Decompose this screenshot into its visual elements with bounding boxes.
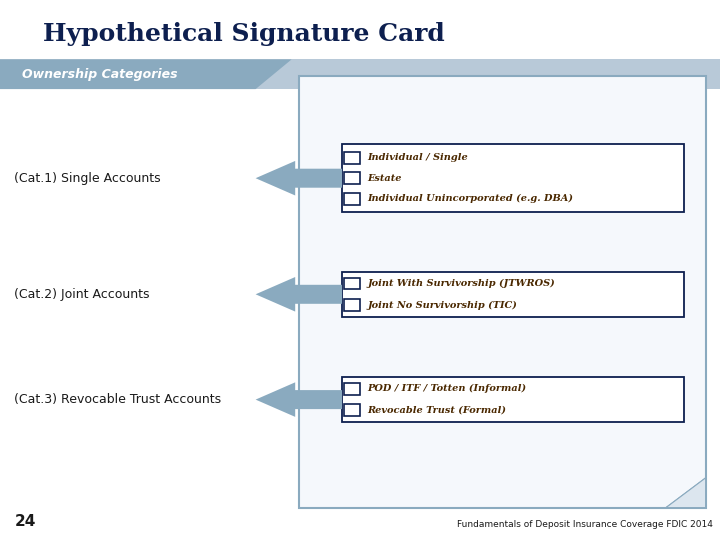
Text: Revocable Trust (Formal): Revocable Trust (Formal) [367,406,506,415]
Text: Joint With Survivorship (JTWROS): Joint With Survivorship (JTWROS) [367,279,555,288]
Polygon shape [256,161,342,195]
Text: Estate: Estate [367,174,402,183]
FancyBboxPatch shape [299,76,706,508]
Text: Individual / Single: Individual / Single [367,153,468,162]
Polygon shape [0,59,292,89]
Polygon shape [256,382,342,417]
FancyBboxPatch shape [0,59,720,89]
Text: 24: 24 [14,514,36,529]
FancyBboxPatch shape [344,193,360,205]
FancyBboxPatch shape [344,404,360,416]
FancyBboxPatch shape [342,144,684,212]
Polygon shape [256,277,342,312]
Text: Hypothetical Signature Card: Hypothetical Signature Card [43,22,445,45]
Text: Fundamentals of Deposit Insurance Coverage FDIC 2014: Fundamentals of Deposit Insurance Covera… [457,520,713,529]
FancyBboxPatch shape [344,383,360,395]
Polygon shape [666,478,706,508]
Text: Joint No Survivorship (TIC): Joint No Survivorship (TIC) [367,301,517,309]
Text: Ownership Categories: Ownership Categories [22,68,177,81]
Text: (Cat.3) Revocable Trust Accounts: (Cat.3) Revocable Trust Accounts [14,393,222,406]
FancyBboxPatch shape [344,152,360,164]
Text: Individual Unincorporated (e.g. DBA): Individual Unincorporated (e.g. DBA) [367,194,573,203]
FancyBboxPatch shape [342,377,684,422]
Text: (Cat.2) Joint Accounts: (Cat.2) Joint Accounts [14,288,150,301]
Polygon shape [666,478,706,508]
Text: POD / ITF / Totten (Informal): POD / ITF / Totten (Informal) [367,384,526,393]
FancyBboxPatch shape [344,172,360,184]
FancyBboxPatch shape [344,278,360,289]
FancyBboxPatch shape [344,299,360,311]
Text: (Cat.1) Single Accounts: (Cat.1) Single Accounts [14,172,161,185]
FancyBboxPatch shape [342,272,684,317]
